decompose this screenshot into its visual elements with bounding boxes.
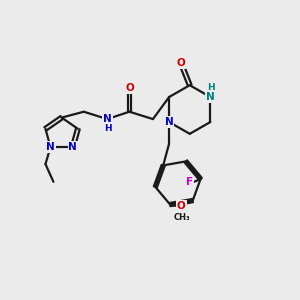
Text: O: O — [176, 58, 185, 68]
Text: H: H — [104, 124, 112, 133]
Text: H: H — [207, 83, 215, 92]
Text: N: N — [206, 92, 215, 102]
Text: N: N — [46, 142, 55, 152]
Text: N: N — [68, 142, 77, 152]
Text: N: N — [103, 114, 112, 124]
Text: N: N — [165, 117, 173, 127]
Text: O: O — [125, 83, 134, 93]
Text: F: F — [186, 177, 193, 187]
Text: O: O — [177, 201, 186, 211]
Text: CH₃: CH₃ — [174, 213, 190, 222]
